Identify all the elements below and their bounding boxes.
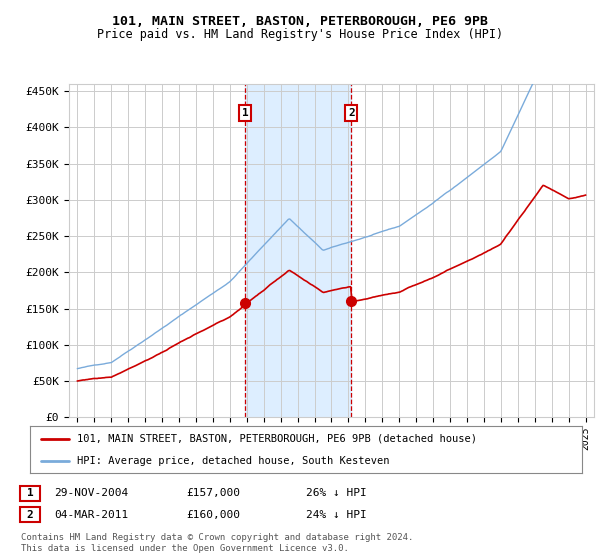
Text: £160,000: £160,000 (186, 510, 240, 520)
Text: £157,000: £157,000 (186, 488, 240, 498)
Text: 101, MAIN STREET, BASTON, PETERBOROUGH, PE6 9PB: 101, MAIN STREET, BASTON, PETERBOROUGH, … (112, 15, 488, 28)
Text: 2: 2 (26, 510, 34, 520)
Text: 04-MAR-2011: 04-MAR-2011 (54, 510, 128, 520)
Bar (245, 84, 352, 417)
Text: 2: 2 (348, 108, 355, 118)
Text: 1: 1 (26, 488, 34, 498)
Text: Price paid vs. HM Land Registry's House Price Index (HPI): Price paid vs. HM Land Registry's House … (97, 28, 503, 41)
Text: Contains HM Land Registry data © Crown copyright and database right 2024.
This d: Contains HM Land Registry data © Crown c… (21, 533, 413, 553)
Text: 29-NOV-2004: 29-NOV-2004 (54, 488, 128, 498)
Text: HPI: Average price, detached house, South Kesteven: HPI: Average price, detached house, Sout… (77, 456, 389, 466)
Text: 24% ↓ HPI: 24% ↓ HPI (306, 510, 367, 520)
Text: 101, MAIN STREET, BASTON, PETERBOROUGH, PE6 9PB (detached house): 101, MAIN STREET, BASTON, PETERBOROUGH, … (77, 434, 477, 444)
Text: 26% ↓ HPI: 26% ↓ HPI (306, 488, 367, 498)
Text: 1: 1 (242, 108, 248, 118)
